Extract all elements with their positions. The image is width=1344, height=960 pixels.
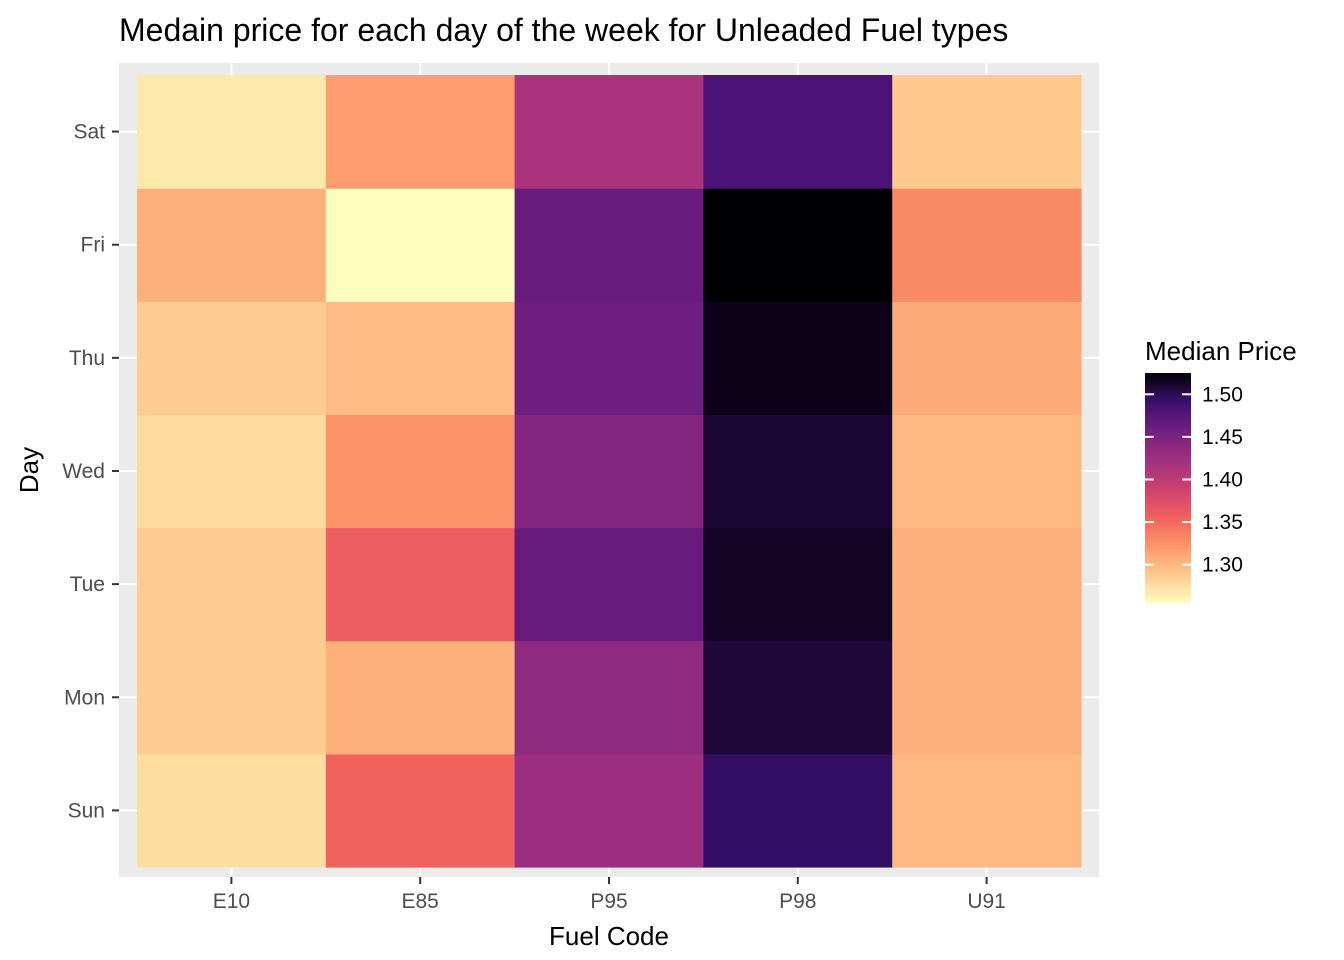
legend-tick-label: 1.40 — [1202, 468, 1243, 491]
legend-colorbar — [1145, 373, 1191, 603]
heatmap-cell-p95-tue — [514, 527, 704, 642]
heatmap-cell-e10-sat — [137, 75, 327, 189]
heatmap-cell-e10-wed — [137, 414, 327, 529]
heatmap-cell-u91-tue — [892, 527, 1082, 642]
heatmap-cell-e85-fri — [325, 188, 516, 302]
heatmap-cell-e85-thu — [325, 301, 516, 416]
y-tick-label: Tue — [70, 573, 105, 596]
y-tick-label: Sun — [68, 799, 105, 822]
heatmap-cell-p98-wed — [703, 414, 893, 529]
legend-title: Median Price — [1145, 336, 1297, 366]
heatmap-cells — [137, 75, 1082, 868]
heatmap-cell-u91-sun — [892, 753, 1082, 868]
heatmap-cell-e85-wed — [325, 414, 516, 529]
y-axis: Sun Mon Tue Wed Thu Fri Sat — [62, 121, 119, 822]
heatmap-cell-u91-fri — [892, 188, 1082, 302]
heatmap-cell-e10-mon — [137, 640, 327, 755]
y-tick-label: Thu — [69, 347, 105, 370]
y-tick-label: Sat — [73, 121, 105, 144]
heatmap-cell-p95-fri — [514, 188, 704, 302]
legend-tick-label: 1.50 — [1202, 383, 1243, 406]
heatmap-cell-p98-thu — [703, 301, 893, 416]
heatmap-cell-u91-wed — [892, 414, 1082, 529]
color-legend: Median Price 1.30 1.35 1.40 1.45 1.50 — [1145, 336, 1297, 603]
legend-ticks: 1.30 1.35 1.40 1.45 1.50 — [1145, 383, 1243, 577]
heatmap-cell-p98-sun — [703, 753, 893, 868]
heatmap-cell-p95-thu — [514, 301, 704, 416]
heatmap-cell-e85-tue — [325, 527, 516, 642]
x-tick-label: P98 — [779, 890, 816, 913]
chart-title: Medain price for each day of the week fo… — [119, 12, 1008, 48]
heatmap-cell-p95-mon — [514, 640, 704, 755]
heatmap-cell-e10-thu — [137, 301, 327, 416]
y-tick-label: Fri — [81, 234, 106, 257]
heatmap-cell-p98-mon — [703, 640, 893, 755]
heatmap-cell-p95-sat — [514, 75, 704, 189]
legend-tick-label: 1.30 — [1202, 554, 1243, 577]
heatmap-cell-p98-tue — [703, 527, 893, 642]
heatmap-cell-e85-sun — [325, 753, 516, 868]
x-tick-label: E85 — [402, 890, 439, 913]
heatmap-cell-u91-thu — [892, 301, 1082, 416]
heatmap-cell-p98-sat — [703, 75, 893, 189]
heatmap-cell-p95-wed — [514, 414, 704, 529]
legend-tick-label: 1.35 — [1202, 511, 1243, 534]
heatmap-cell-e10-tue — [137, 527, 327, 642]
x-tick-label: E10 — [213, 890, 250, 913]
y-tick-label: Mon — [64, 686, 105, 709]
y-axis-title: Day — [14, 447, 44, 493]
heatmap-cell-e10-fri — [137, 188, 327, 302]
heatmap-cell-e85-mon — [325, 640, 516, 755]
heatmap-cell-p98-fri — [703, 188, 893, 302]
x-tick-label: U91 — [967, 890, 1006, 913]
heatmap-cell-u91-mon — [892, 640, 1082, 755]
y-tick-label: Wed — [62, 460, 105, 483]
heatmap-cell-p95-sun — [514, 753, 704, 868]
heatmap-cell-e85-sat — [325, 75, 516, 189]
heatmap-cell-u91-sat — [892, 75, 1082, 189]
heatmap-cell-e10-sun — [137, 753, 327, 868]
legend-tick-label: 1.45 — [1202, 426, 1243, 449]
x-axis-title: Fuel Code — [549, 921, 669, 951]
x-axis: E10 E85 P95 P98 U91 — [213, 877, 1006, 913]
x-tick-label: P95 — [590, 890, 627, 913]
